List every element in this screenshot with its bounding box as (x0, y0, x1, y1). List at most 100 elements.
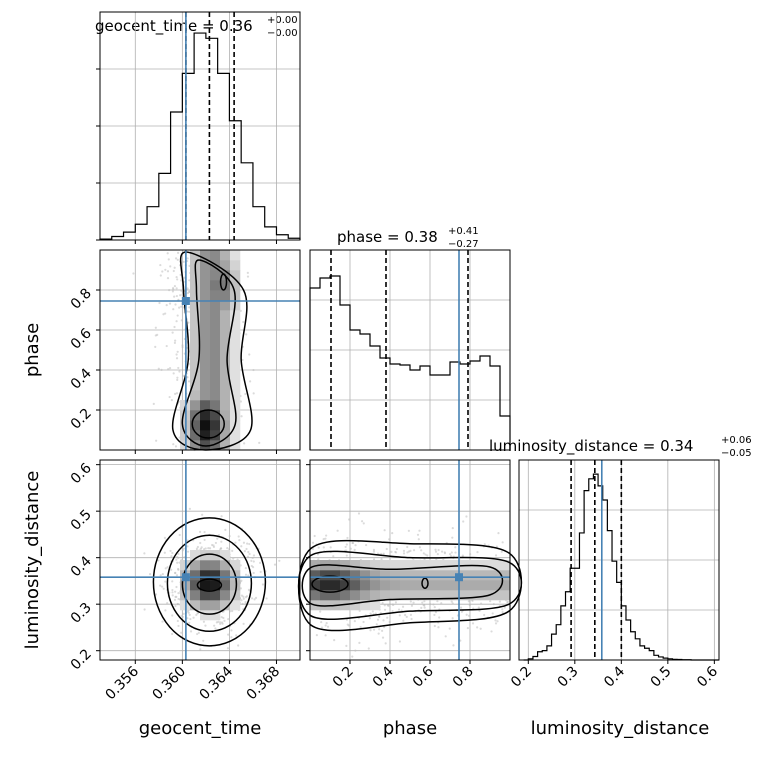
density-distance-phase-density-cell (360, 560, 371, 571)
density-distance-phase-sample (368, 617, 371, 620)
hist-luminosity-distance-bar-23 (631, 632, 636, 660)
density-distance-phase-sample (476, 626, 479, 629)
density-phase-geocent-density-cell (220, 440, 231, 451)
density-phase-geocent-sample (175, 353, 178, 356)
density-phase-geocent-sample (164, 312, 167, 315)
density-distance-phase-density-cell (390, 570, 401, 581)
density-distance-geocent-sample (234, 541, 237, 544)
density-distance-phase-density-cell (390, 590, 401, 601)
density-distance-geocent-sample (228, 548, 231, 551)
density-distance-phase-sample (461, 554, 464, 557)
density-distance-phase-sample (326, 625, 330, 628)
density-phase-geocent-density-cell (200, 390, 211, 401)
density-distance-phase-sample (372, 550, 376, 553)
hist-luminosity-distance-bar-9 (566, 592, 571, 660)
density-phase-geocent-sample (155, 439, 158, 442)
density-distance-geocent-sample (186, 550, 190, 553)
density-distance-phase-sample (374, 612, 377, 615)
density-distance-geocent-sample (161, 573, 164, 576)
density-distance-geocent-density-cell (220, 600, 231, 611)
density-phase-geocent-density-cell (230, 330, 241, 341)
density-distance-phase-sample (412, 549, 416, 552)
density-distance-geocent-sample (244, 601, 247, 604)
density-phase-geocent-density-cell (230, 360, 241, 371)
density-phase-geocent-sample (239, 400, 242, 403)
density-distance-geocent-sample (213, 624, 216, 627)
density-distance-geocent-sample (244, 573, 248, 576)
density-phase-geocent-sample (174, 445, 178, 448)
density-phase-geocent-sample (173, 325, 176, 329)
density-phase-geocent-sample (160, 368, 163, 371)
density-phase-geocent-sample (181, 344, 184, 347)
density-distance-phase-sample (324, 537, 327, 540)
density-distance-phase-sample (319, 610, 322, 613)
hist-luminosity-distance-bar-24 (635, 639, 640, 660)
density-phase-geocent-sample (187, 380, 191, 383)
density-distance-phase-sample (433, 605, 436, 609)
density-phase-geocent-sample (243, 442, 246, 445)
hist-geocent-time-bar-12 (241, 163, 253, 240)
density-distance-geocent-density-cell (210, 580, 221, 591)
density-distance-geocent-sample (171, 632, 174, 636)
density-distance-phase-density-cell (350, 600, 361, 611)
density-distance-geocent-sample (182, 612, 185, 615)
density-distance-phase-sample (496, 620, 499, 623)
density-distance-geocent-sample (166, 566, 169, 569)
density-distance-geocent-sample (248, 552, 251, 556)
density-distance-phase-density-cell (440, 570, 451, 581)
density-distance-geocent-sample (161, 620, 164, 623)
hist-phase-bar-3 (340, 305, 350, 450)
density-phase-geocent-sample (170, 399, 173, 402)
density-phase-geocent-density-cell (190, 390, 201, 401)
density-distance-phase-sample (451, 602, 454, 605)
density-distance-phase-density-cell (390, 560, 401, 571)
density-phase-geocent-sample (180, 279, 183, 282)
density-distance-geocent-sample (176, 555, 179, 559)
density-phase-geocent-sample (176, 258, 179, 261)
density-distance-phase-density-cell (400, 560, 411, 571)
density-phase-geocent-density-cell (190, 340, 201, 351)
density-phase-geocent-density-cell (190, 360, 201, 371)
density-distance-geocent-sample (261, 583, 265, 586)
density-phase-geocent-sample (246, 275, 250, 278)
density-phase-geocent-density-cell (200, 370, 211, 381)
density-distance-geocent-density-cell (230, 600, 241, 611)
density-distance-geocent-sample (187, 611, 190, 614)
density-distance-phase-density-cell (490, 580, 501, 591)
density-distance-geocent-sample (212, 545, 216, 549)
density-distance-phase-density-cell (450, 590, 461, 601)
density-distance-phase-sample (402, 549, 406, 552)
hist-phase-panel (309, 249, 511, 451)
density-distance-geocent-sample (246, 542, 249, 545)
density-distance-geocent-sample (195, 547, 199, 550)
density-phase-geocent-density-cell (210, 280, 221, 291)
density-distance-phase-sample (315, 633, 318, 637)
density-distance-phase-sample (381, 629, 384, 632)
density-distance-phase-sample (336, 529, 339, 532)
density-distance-geocent-sample (174, 571, 177, 574)
density-phase-geocent-density-cell (210, 250, 221, 261)
density-distance-geocent-density-cell (190, 600, 201, 611)
density-distance-geocent-sample (250, 559, 253, 562)
density-distance-geocent-contour-2 (181, 553, 238, 615)
density-distance-phase-sample (465, 613, 468, 616)
density-phase-geocent-sample (186, 287, 189, 290)
density-phase-geocent-density-cell (230, 340, 241, 351)
density-distance-phase-sample (351, 655, 354, 658)
hist-phase-bar-7 (380, 358, 390, 450)
density-distance-phase-sample (426, 554, 429, 557)
density-distance-phase-sample (506, 601, 509, 604)
density-phase-geocent-density-cell (190, 330, 201, 341)
density-distance-phase-density-cell (440, 590, 451, 601)
density-distance-phase-sample (465, 515, 468, 518)
hist-luminosity-distance-bar-7 (556, 625, 561, 660)
hist-luminosity-distance-bar-28 (654, 655, 659, 660)
density-phase-geocent-density-cell (220, 280, 231, 291)
density-distance-geocent-sample (176, 561, 179, 564)
density-phase-geocent-density-cell (200, 400, 211, 411)
density-distance-geocent-sample (222, 616, 225, 620)
density-distance-phase-sample (317, 558, 320, 561)
density-distance-phase-sample (397, 608, 401, 611)
density-distance-phase-density-cell (450, 580, 461, 591)
